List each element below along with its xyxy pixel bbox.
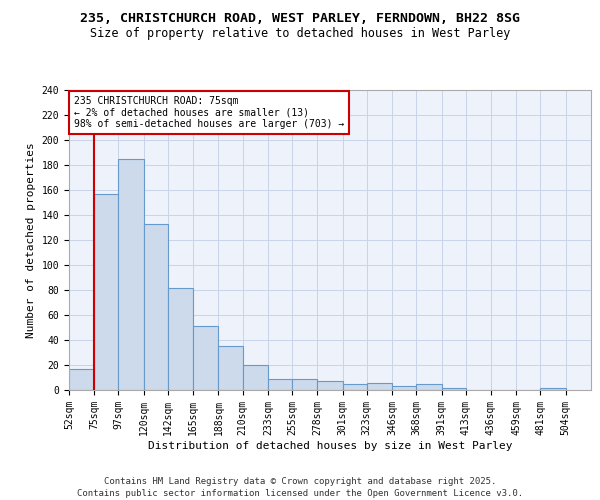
Bar: [193, 326, 218, 390]
Bar: [416, 384, 442, 390]
Text: 235 CHRISTCHURCH ROAD: 75sqm
← 2% of detached houses are smaller (13)
98% of sem: 235 CHRISTCHURCH ROAD: 75sqm ← 2% of det…: [74, 96, 344, 129]
Bar: [242, 365, 268, 390]
Bar: [541, 388, 566, 390]
Y-axis label: Number of detached properties: Number of detached properties: [26, 142, 36, 338]
X-axis label: Distribution of detached houses by size in West Parley: Distribution of detached houses by size …: [148, 440, 512, 450]
Bar: [317, 381, 343, 390]
Bar: [218, 346, 242, 390]
Bar: [367, 382, 392, 390]
Bar: [144, 224, 168, 390]
Bar: [168, 288, 193, 390]
Bar: [442, 388, 466, 390]
Bar: [343, 384, 367, 390]
Bar: [69, 369, 94, 390]
Bar: [268, 379, 292, 390]
Bar: [118, 159, 144, 390]
Text: Contains HM Land Registry data © Crown copyright and database right 2025.
Contai: Contains HM Land Registry data © Crown c…: [77, 476, 523, 498]
Text: 235, CHRISTCHURCH ROAD, WEST PARLEY, FERNDOWN, BH22 8SG: 235, CHRISTCHURCH ROAD, WEST PARLEY, FER…: [80, 12, 520, 26]
Bar: [392, 386, 416, 390]
Text: Size of property relative to detached houses in West Parley: Size of property relative to detached ho…: [90, 28, 510, 40]
Bar: [94, 194, 118, 390]
Bar: [292, 379, 317, 390]
